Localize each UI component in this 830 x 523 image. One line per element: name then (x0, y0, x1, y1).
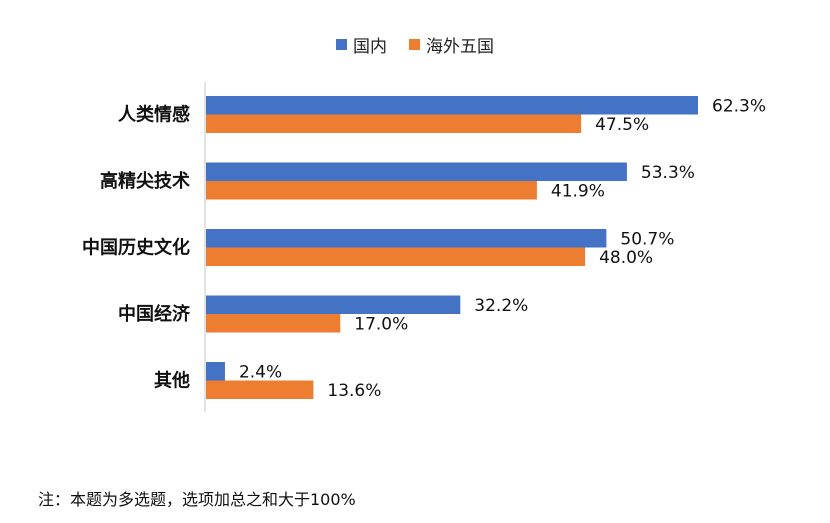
legend-item-series-1: 国内 (336, 32, 387, 57)
bar-series-2 (206, 380, 314, 399)
category-label: 高精尖技术 (100, 170, 190, 192)
legend-item-series-2: 海外五国 (409, 32, 494, 57)
bar-series-1 (206, 362, 225, 381)
data-label-series-1: 2.4% (239, 362, 282, 382)
bar-series-2 (206, 247, 586, 266)
category-label: 中国历史文化 (82, 237, 190, 259)
data-label-series-1: 62.3% (712, 96, 766, 116)
bar-series-2 (206, 181, 537, 200)
legend-label-series-2: 海外五国 (426, 37, 494, 57)
bar-series-2 (206, 114, 582, 133)
data-label-series-1: 32.2% (474, 296, 528, 316)
data-label-series-2: 48.0% (599, 248, 653, 268)
bars-group (206, 96, 698, 399)
legend-label-series-1: 国内 (353, 37, 387, 57)
data-label-series-1: 53.3% (641, 163, 695, 183)
data-label-series-2: 17.0% (354, 314, 408, 334)
data-label-series-1: 50.7% (620, 229, 674, 249)
data-label-series-2: 47.5% (595, 115, 649, 135)
bar-series-1 (206, 295, 461, 314)
bar-series-2 (206, 314, 341, 333)
legend-swatch-series-2 (409, 39, 420, 50)
bar-series-1 (206, 229, 607, 248)
bar-series-1 (206, 96, 698, 115)
bar-series-1 (206, 162, 627, 181)
data-label-series-2: 13.6% (327, 381, 381, 401)
value-labels: 62.3% 47.5% 53.3% 41.9% 50.7%48.0% 32.2% 17.0%… (239, 96, 766, 401)
data-label-series-2: 41.9% (551, 181, 605, 201)
category-label: 中国经济 (118, 303, 191, 325)
legend: 国内 海外五国 (0, 32, 830, 57)
category-label: 其他 (154, 370, 190, 392)
footnote: 注：本题为多选题，选项加总之和大于100% (38, 490, 356, 509)
category-label: 人类情感 (118, 104, 190, 126)
legend-swatch-series-1 (336, 39, 347, 50)
